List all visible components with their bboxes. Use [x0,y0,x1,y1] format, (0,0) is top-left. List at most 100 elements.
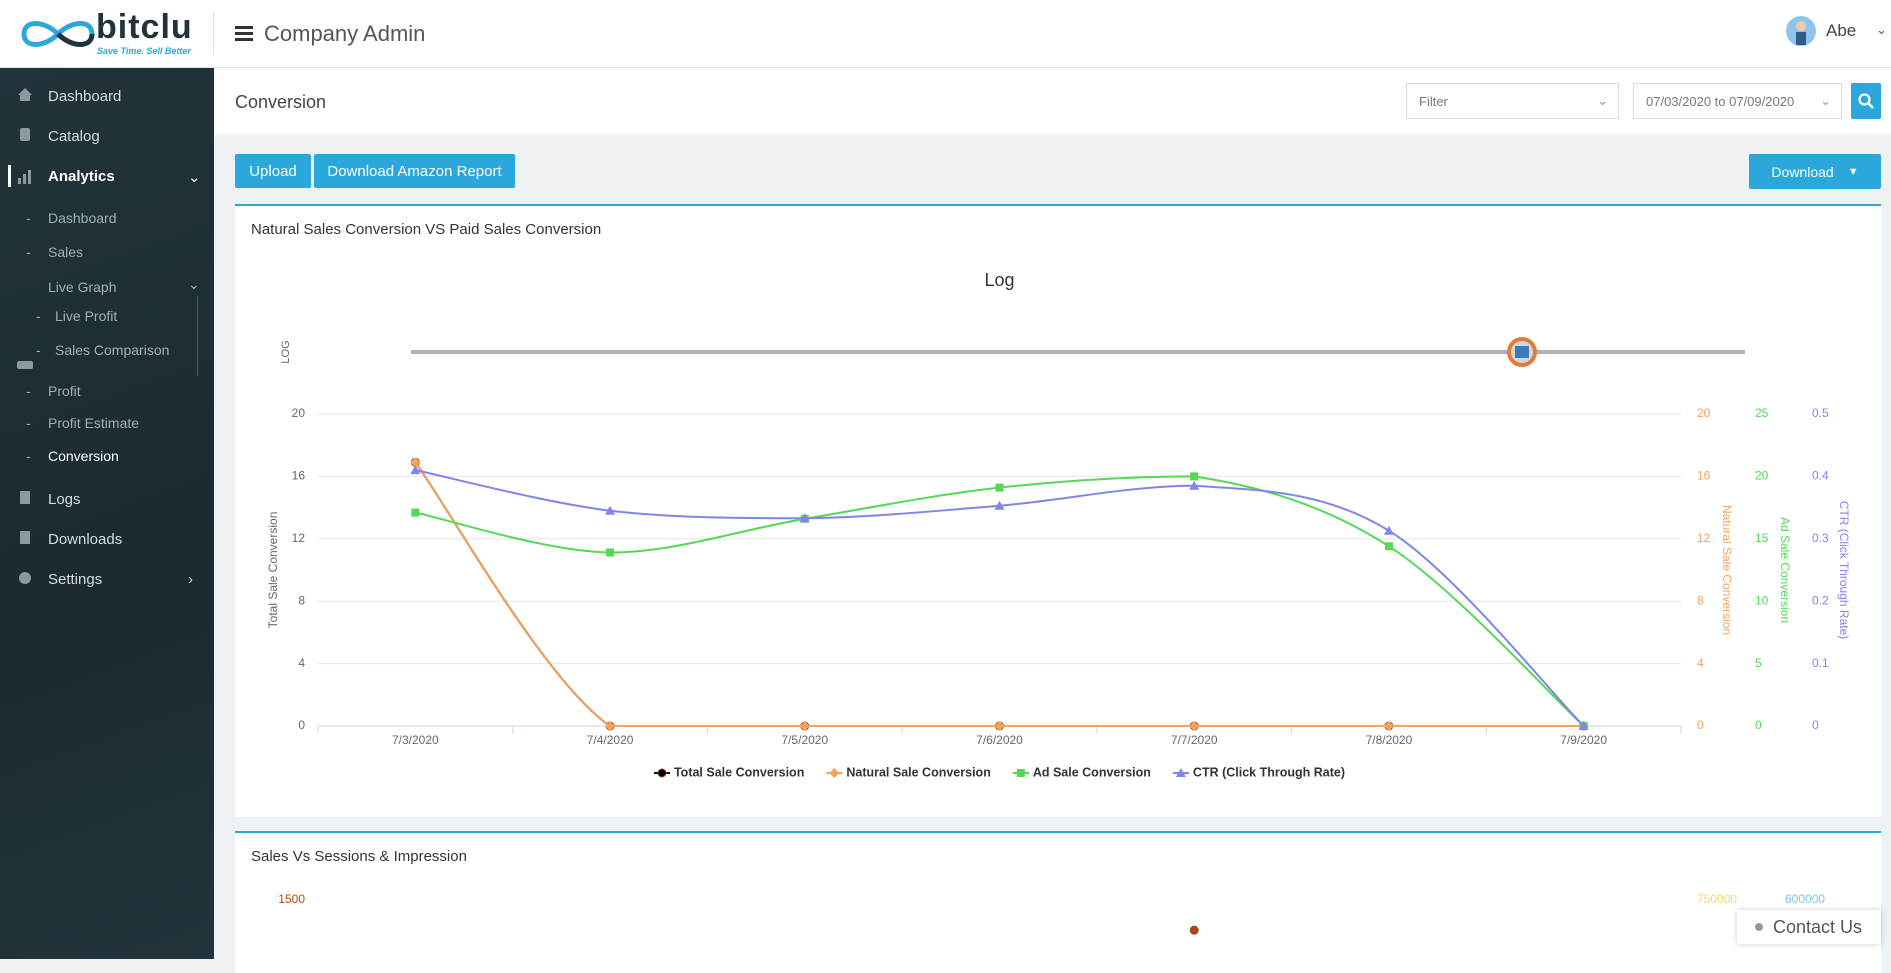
logo-tagline: Save Time. Sell Better [97,46,191,56]
nav-icons [17,88,33,584]
marker [605,505,616,515]
legend-label: Ad Sale Conversion [1033,765,1151,779]
nav-item[interactable]: Logs [48,491,81,508]
marker [606,548,615,557]
legend-label: Total Sale Conversion [674,765,804,779]
marker [994,500,1005,510]
marker [1175,768,1186,777]
x-tick-label: 7/9/2020 [1560,733,1607,747]
divider [197,296,198,376]
app-title: Company Admin [264,21,426,46]
axis-title: Ad Sale Conversion [1778,517,1792,623]
marker [994,721,1005,731]
divider [213,12,214,54]
marker [1016,769,1025,777]
nav-subitem[interactable]: Profit [48,383,81,399]
legend-label: CTR (Click Through Rate) [1193,765,1345,779]
tick-label: 0.4 [1812,469,1829,483]
tick-label: 15 [1755,531,1769,545]
nav-item[interactable]: Analytics [48,168,115,185]
page-title: Conversion [235,92,327,112]
date-range[interactable]: 07/03/2020 to 07/09/2020 ⌄ [1633,83,1842,119]
dash: - [26,415,31,431]
marker [1189,721,1200,731]
marker [1189,925,1199,935]
axis-title: CTR (Click Through Rate) [1837,501,1851,639]
tick-label: 600000 [1785,892,1825,906]
marker [411,508,420,517]
tick-label: 20 [1697,406,1711,420]
legend: Total Sale Conversion Natural Sale Conver… [653,765,1345,779]
marker [1189,480,1200,490]
dash: - [26,244,31,260]
nav-subitem[interactable]: Live Graph [48,279,117,295]
nav-subitem[interactable]: Sales [48,244,84,260]
amazon-report-button[interactable]: Download Amazon Report [314,154,515,188]
marker [1384,542,1393,551]
download-text: Download [1771,163,1834,180]
marker [995,483,1004,492]
marker [799,721,810,731]
marker [410,465,421,475]
axis-title: Total Sale Conversion [266,512,280,629]
filter-text: Filter [1419,93,1448,109]
marker [1578,721,1589,730]
marker [829,768,840,778]
marker [605,721,616,731]
tick-label: 12 [1697,531,1711,545]
chevron: › [188,571,193,588]
menu-icon[interactable] [235,26,253,42]
nav-item[interactable]: Dashboard [48,88,122,105]
x-tick-label: 7/4/2020 [587,733,634,747]
tick-label: 0.1 [1812,656,1829,670]
marker [410,457,421,468]
dash: - [26,448,31,464]
active-bar [8,165,11,187]
tick-label: 1500 [278,892,305,906]
tick-label: 16 [1697,469,1711,483]
dash: - [26,383,31,399]
caret: ▼ [1847,165,1859,178]
tick-label: 0.2 [1812,593,1829,607]
axis-title: Natural Sale Conversion [1720,505,1734,635]
nav-item[interactable]: Downloads [48,531,123,548]
tick-label: 4 [298,656,305,670]
header: bitclu Save Time. Sell Better Company Ad… [0,0,1891,68]
tick-label: 16 [292,469,306,483]
logo-text: bitclu [96,8,193,46]
search-button[interactable] [1851,83,1881,119]
nav-item[interactable]: Settings [48,571,103,588]
tick-label: 0 [1812,718,1819,732]
dash: - [26,210,31,226]
legend-label: Natural Sale Conversion [846,765,991,779]
contact-button[interactable]: Contact Us [1737,910,1881,944]
dash: - [36,342,41,358]
tick-label: 4 [1697,656,1704,670]
chart-subtitle: Log [984,270,1014,290]
marker [1190,472,1199,481]
nav-subitem[interactable]: Conversion [48,448,119,464]
nav-subitem[interactable]: Dashboard [48,210,117,226]
marker [657,768,667,778]
avatar[interactable] [1785,15,1817,47]
upload-button[interactable]: Upload [235,154,311,188]
user-chevron[interactable]: ⌄ [1876,22,1887,37]
x-tick-label: 7/5/2020 [781,733,828,747]
tick-label: 750000 [1697,892,1737,906]
nav-item[interactable]: Catalog [48,128,100,145]
chevron: ⌄ [1820,93,1831,108]
contact-text: Contact Us [1773,916,1863,937]
user-name[interactable]: Abe [1826,21,1857,40]
chart-card [235,831,1881,973]
tick-label: 8 [1697,593,1704,607]
nav-subitem[interactable]: Live Profit [55,308,118,324]
dot [1755,923,1763,931]
tick-label: 20 [1755,469,1769,483]
filter-select[interactable]: Filter ⌄ [1406,83,1619,119]
nav-subitem[interactable]: Sales Comparison [55,342,170,358]
tick-label: 0.5 [1812,406,1829,420]
tick-label: 8 [298,593,305,607]
download-button[interactable]: Download ▼ [1749,154,1881,189]
nav-subitem[interactable]: Profit Estimate [48,415,140,431]
